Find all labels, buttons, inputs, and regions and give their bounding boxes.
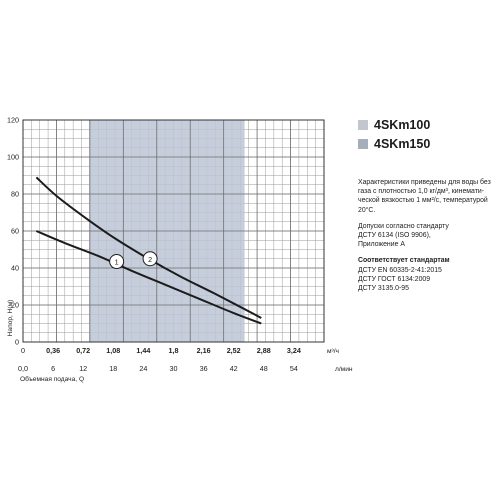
- note-line: Допуски согласно стандарту: [358, 222, 449, 230]
- curve-marker-label: 1: [115, 258, 119, 267]
- x-axis-ticks-m3h: 0,36 0,72 1,08 1,44 1,8 2,16 2,52 2,88 3,24 0: [21, 346, 301, 355]
- legend-swatch: [358, 139, 368, 149]
- x-tick-label-lmin: 18: [109, 364, 117, 373]
- y-axis-ticks: 0 20 40 60 80 100 120: [7, 116, 19, 347]
- note-line: газа с плотностью 1,0 кг/дм³, кинемати-: [358, 188, 484, 196]
- plot-border: [22, 119, 325, 343]
- note-line: ДСТУ 6134 (ISO 9906),: [358, 232, 431, 240]
- x-tick-label-lmin: 6: [51, 364, 55, 373]
- y-tick-label: 120: [7, 116, 19, 125]
- note-line: ДСТУ ГОСТ 6134:2009: [358, 275, 431, 283]
- x-tick-label-m3h: 3,24: [287, 346, 301, 355]
- x-tick-label-lmin: 42: [230, 364, 238, 373]
- compliance-note: Соответствует стандартам ДСТУ EN 60335-2…: [358, 256, 498, 293]
- y-axis-label: Напор, H(м): [7, 300, 14, 337]
- x-tick-label-m3h: 1,08: [106, 346, 120, 355]
- curve-marker-circle: [142, 251, 158, 267]
- note-line: Приложение А: [358, 241, 405, 249]
- legend-label: 4SKm100: [374, 118, 431, 132]
- legend-item-4skm150: 4SKm150: [358, 137, 430, 151]
- x-tick-label-m3h: 0,36: [46, 346, 60, 355]
- x-tick-label-m3h: 2,88: [257, 346, 271, 355]
- x-tick-label-m3h: 1,8: [169, 346, 179, 355]
- x-unit-bottom: л/мин: [335, 366, 353, 373]
- note-line: ческой вязкостью 1 мм²/с, температурой: [358, 197, 488, 205]
- note-line: Характеристики приведены для воды без: [358, 179, 491, 186]
- curve-1: [35, 230, 262, 325]
- x-tick-label-lmin: 54: [290, 364, 298, 373]
- x-tick-label-lmin: 12: [79, 364, 87, 373]
- legend-swatch: [358, 120, 368, 130]
- curve-2: [35, 176, 262, 319]
- notes-panel: Характеристики приведены для воды без га…: [358, 178, 498, 300]
- grid-major: [22, 119, 325, 343]
- y-tick-label: 0: [15, 338, 19, 347]
- x-unit-top: м³/ч: [327, 348, 339, 355]
- x-tick-label-lmin: 24: [139, 364, 147, 373]
- note-line: 20°С.: [358, 206, 376, 214]
- x-tick-label-lmin: 48: [260, 364, 268, 373]
- characteristics-note: Характеристики приведены для воды без га…: [358, 178, 498, 215]
- compliance-title: Соответствует стандартам: [358, 257, 450, 265]
- y-tick-label: 100: [7, 153, 19, 162]
- legend-item-4skm100: 4SKm100: [358, 118, 430, 132]
- x-tick-label-lmin: 30: [170, 364, 178, 373]
- note-line: ДСТУ EN 60335-2-41:2015: [358, 266, 442, 274]
- x-tick-label-m3h: 2,52: [227, 346, 241, 355]
- x-axis-label: Объемная подача, Q: [20, 375, 84, 383]
- x-tick-label-m3h: 0: [21, 346, 25, 355]
- x-axis-ticks-lmin: 0,0 6 12 18 24 30 36 42 48 54: [18, 364, 298, 373]
- curve-marker-label: 2: [148, 255, 152, 264]
- x-tick-label-lmin: 0,0: [18, 364, 28, 373]
- y-tick-label: 40: [11, 264, 19, 273]
- note-line: ДСТУ 3135.0-95: [358, 285, 409, 293]
- tolerance-note: Допуски согласно стандарту ДСТУ 6134 (IS…: [358, 222, 498, 250]
- y-tick-label: 60: [11, 227, 19, 236]
- x-tick-label-m3h: 0,72: [76, 346, 90, 355]
- y-tick-label: 20: [11, 301, 19, 310]
- curves: [35, 176, 262, 325]
- y-tick-label: 80: [11, 190, 19, 199]
- legend-label: 4SKm150: [374, 137, 431, 151]
- curve-marker-circle: [109, 254, 125, 270]
- x-tick-label-lmin: 36: [200, 364, 208, 373]
- x-tick-label-m3h: 2,16: [197, 346, 211, 355]
- x-tick-label-m3h: 1,44: [136, 346, 150, 355]
